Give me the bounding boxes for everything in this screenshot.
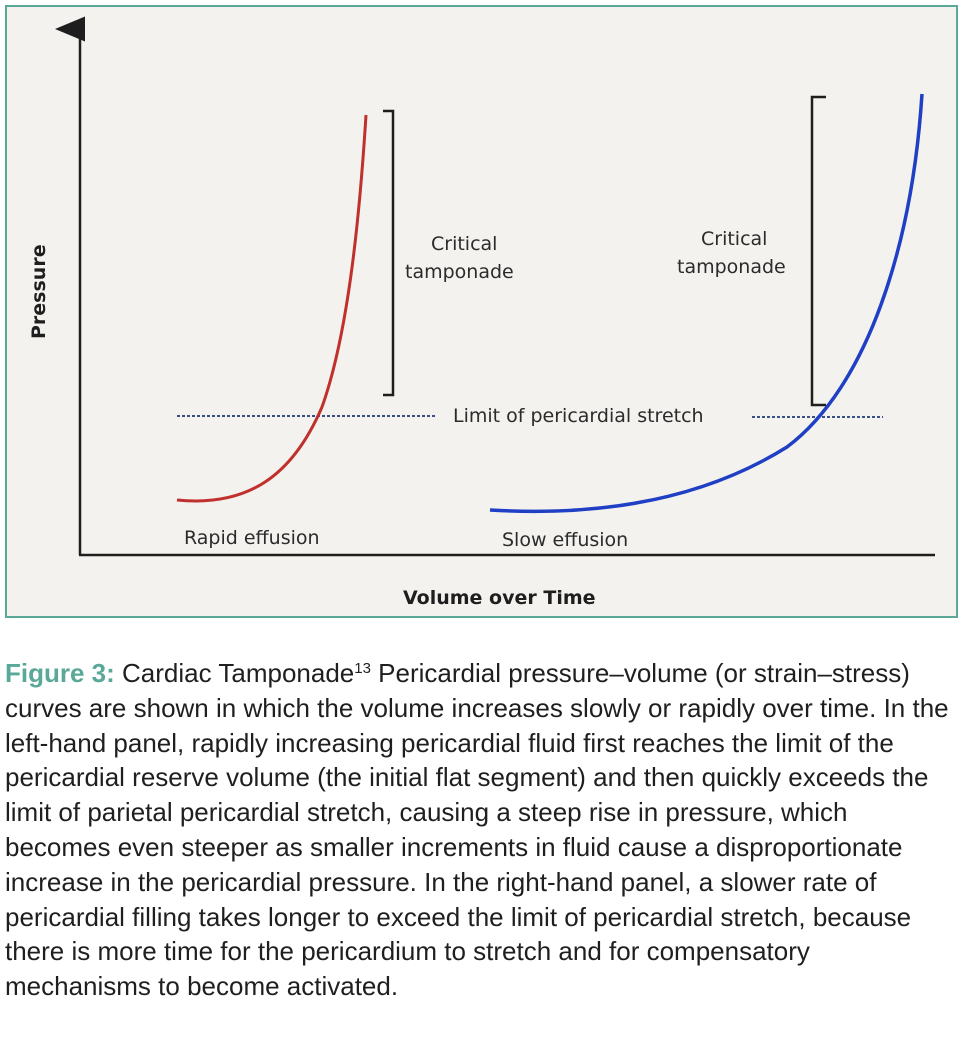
limit-line-label: Limit of pericardial stretch	[453, 405, 704, 427]
figure-caption: Figure 3: Cardiac Tamponade13 Pericardia…	[5, 656, 960, 1004]
figure-frame: Limit of pericardial stretch Critical ta…	[5, 5, 958, 618]
caption-text: Pericardial pressure–volume (or strain–s…	[5, 658, 949, 1002]
right-bracket-label-line2: tamponade	[677, 256, 786, 278]
caption-title: Cardiac Tamponade	[122, 658, 355, 688]
left-critical-bracket	[383, 109, 395, 397]
right-bracket-label-line1: Critical	[701, 228, 767, 250]
left-bracket-label-line1: Critical	[431, 233, 497, 255]
right-critical-bracket	[810, 95, 826, 407]
rapid-effusion-curve	[176, 114, 368, 503]
left-bracket-label-line2: tamponade	[405, 261, 514, 283]
caption-figure-label: Figure 3:	[5, 658, 115, 688]
x-axis-label: Volume over Time	[403, 587, 596, 609]
y-axis-label: Pressure	[28, 244, 50, 339]
slow-effusion-curve	[489, 93, 924, 514]
caption-reference: 13	[354, 660, 371, 677]
tamponade-diagram: Limit of pericardial stretch Critical ta…	[28, 16, 935, 609]
rapid-effusion-label: Rapid effusion	[184, 527, 320, 549]
slow-effusion-label: Slow effusion	[502, 529, 628, 551]
